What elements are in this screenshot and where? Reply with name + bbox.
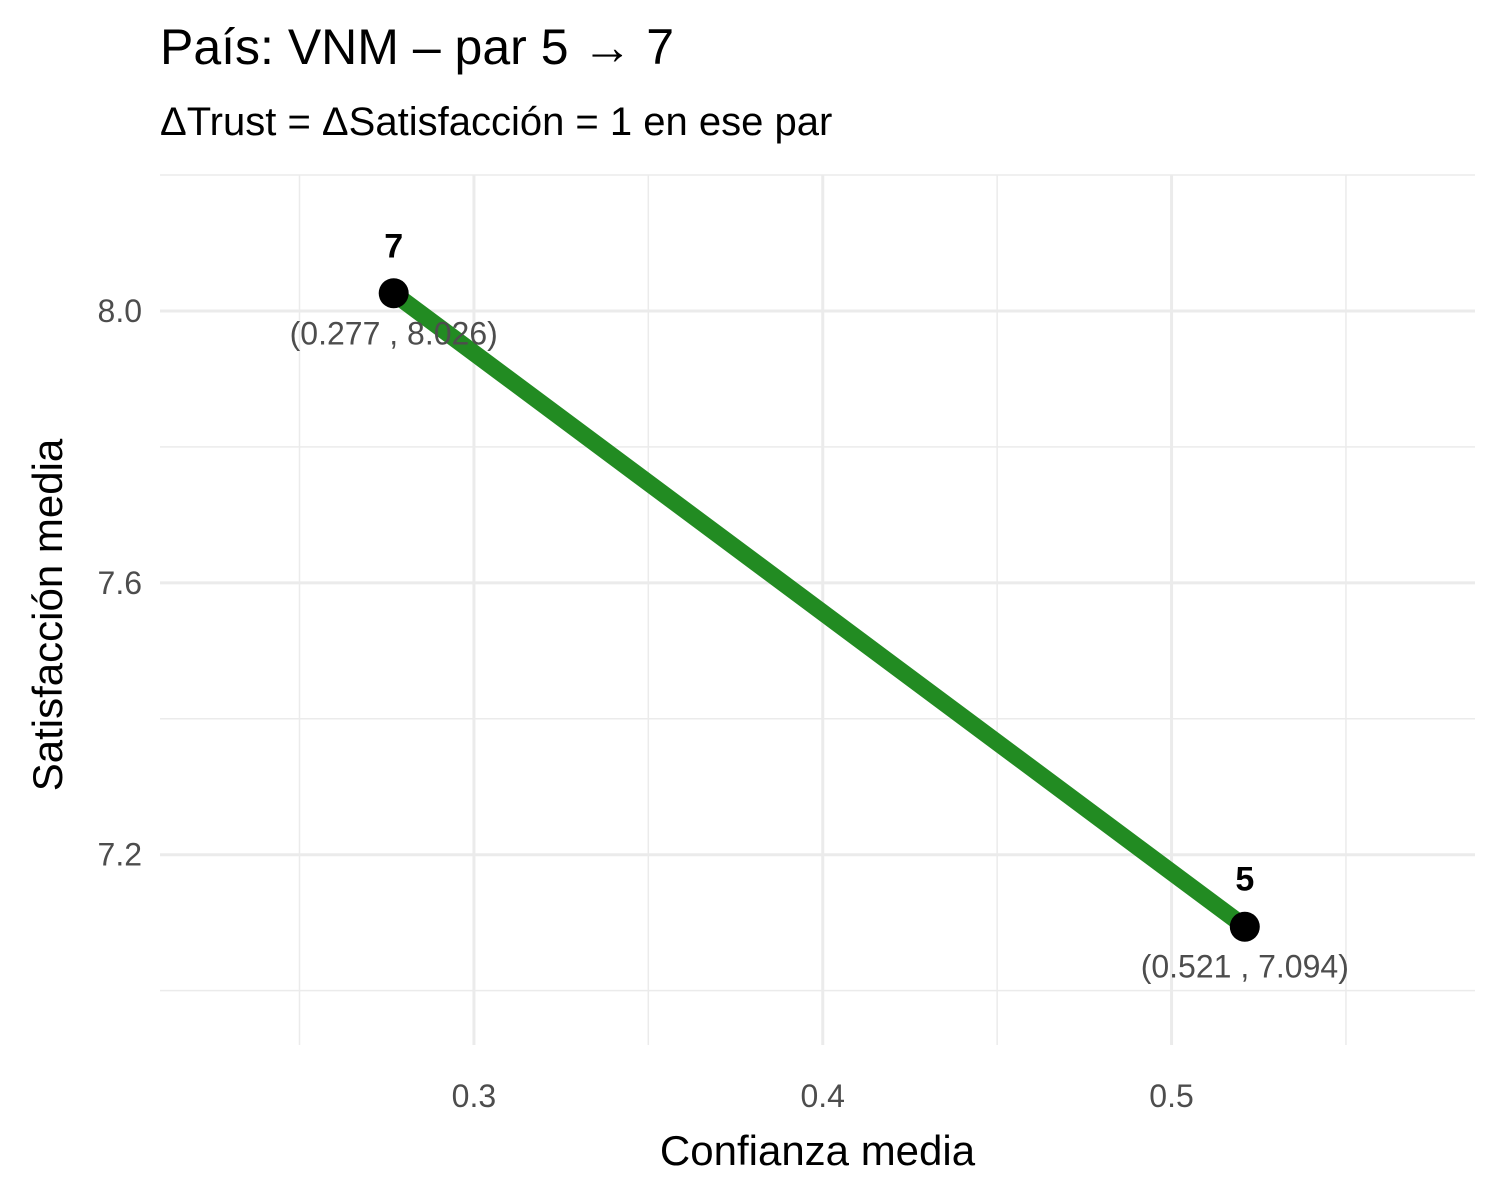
coordinate-label: (0.521 , 7.094)	[1141, 949, 1349, 985]
data-point	[1229, 911, 1260, 942]
coordinate-label: (0.277 , 8.026)	[290, 315, 498, 351]
chart-title: País: VNM – par 5 → 7	[160, 19, 675, 75]
series-line	[388, 286, 1250, 934]
point-label: 7	[384, 227, 403, 265]
chart-marks	[378, 278, 1260, 942]
y-tick-label: 8.0	[98, 293, 142, 329]
y-tick-label: 7.6	[98, 565, 142, 601]
x-axis-title: Confianza media	[660, 1127, 976, 1174]
chart-subtitle: ΔTrust = ΔSatisfacción = 1 en ese par	[160, 100, 833, 144]
x-tick-label: 0.4	[800, 1078, 844, 1114]
y-axis-title: Satisfacción media	[24, 438, 71, 791]
y-tick-label: 7.2	[98, 837, 142, 873]
point-label: 5	[1235, 861, 1254, 899]
grid	[160, 174, 1475, 1045]
chart-labels: 7 (0.277 , 8.026) 5 (0.521 , 7.094)	[290, 227, 1349, 984]
data-point	[378, 278, 409, 309]
x-tick-label: 0.3	[452, 1078, 496, 1114]
x-tick-label: 0.5	[1149, 1078, 1193, 1114]
axis-ticks: 0.3 0.4 0.5 7.2 7.6 8.0	[98, 293, 1194, 1114]
